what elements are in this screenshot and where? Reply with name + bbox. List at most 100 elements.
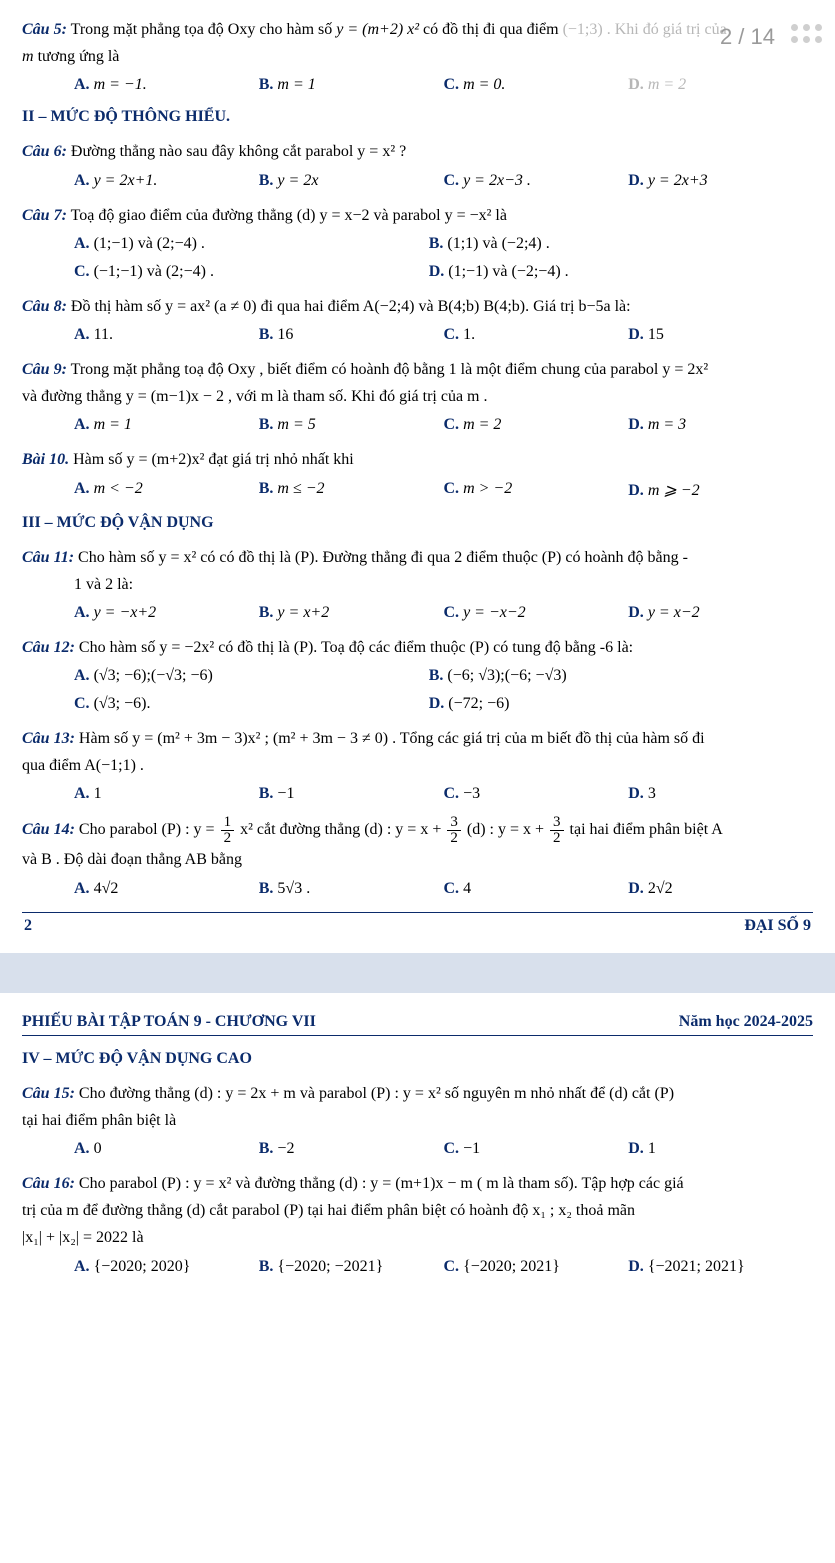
q13-opt-d: D. 3 [628,785,813,803]
q11-a-text: y = −x+2 [94,604,157,621]
q15-line1: Cho đường thẳng (d) : y = 2x + m và para… [79,1085,674,1102]
q14-a-text: 4√2 [94,880,119,897]
question-10: Bài 10. Hàm số y = (m+2)x² đạt giá trị n… [22,446,813,473]
q7-opt-a: A. (1;−1) và (2;−4) . [74,235,429,253]
q14-t3: (d) : y = x + [467,822,548,839]
footer-row: 2 ĐẠI SỐ 9 [22,917,813,953]
q11-c-text: y = −x−2 [463,604,526,621]
q7-options-row2: C. (−1;−1) và (2;−4) . D. (1;−1) và (−2;… [22,263,813,281]
q16-line2: trị của m để đường thẳng (d) cắt parabol… [22,1202,635,1219]
q14-c-text: 4 [463,880,471,897]
q16-b-text: {−2020; −2021} [277,1258,383,1275]
q8-opt-d: D. 15 [628,326,813,344]
q5-text-3: . Khi đó giá trị của [607,21,727,38]
q5-opt-d: D. m = 2 [628,76,813,94]
question-6: Câu 6: Đường thẳng nào sau đây không cắt… [22,138,813,165]
q16-opt-c: C. {−2020; 2021} [444,1258,629,1276]
q15-options: A. 0 B. −2 C. −1 D. 1 [22,1140,813,1158]
q7-b-text: (1;1) và (−2;4) . [447,235,549,252]
question-14: Câu 14: Cho parabol (P) : y = 12 x² cắt … [22,815,813,873]
page-2-content: PHIẾU BÀI TẬP TOÁN 9 - CHƯƠNG VII Năm họ… [0,993,835,1296]
q15-label: Câu 15: [22,1085,75,1102]
q5-label: Câu 5: [22,21,67,38]
q10-d-text: m ⩾ −2 [648,482,700,499]
q9-opt-c: C. m = 2 [444,416,629,434]
q10-b-text: m ≤ −2 [277,480,324,497]
q11-b-text: y = x+2 [277,604,329,621]
header-right: Năm học 2024-2025 [679,1013,813,1031]
q7-label: Câu 7: [22,207,67,224]
q8-text: Đồ thị hàm số y = ax² (a ≠ 0) đi qua hai… [71,298,631,315]
question-9: Câu 9: Trong mặt phẳng toạ độ Oxy , biết… [22,356,813,410]
q6-options: A. y = 2x+1. B. y = 2x C. y = 2x−3 . D. … [22,172,813,190]
q16-opt-b: B. {−2020; −2021} [259,1258,444,1276]
q9-opt-b: B. m = 5 [259,416,444,434]
question-7: Câu 7: Toạ độ giao điểm của đường thẳng … [22,202,813,229]
page-gap [0,953,835,993]
q6-a-text: y = 2x+1. [94,172,158,189]
q6-opt-d: D. y = 2x+3 [628,172,813,190]
q10-opt-c: C. m > −2 [444,480,629,500]
q14-t2: x² cắt đường thẳng (d) : y = x + [240,822,445,839]
q6-opt-a: A. y = 2x+1. [74,172,259,190]
q12-opt-c: C. (√3; −6). [74,695,429,713]
section-3-title: III – MỨC ĐỘ VẬN DỤNG [22,514,813,532]
q9-c-text: m = 2 [463,416,501,433]
q11-opt-a: A. y = −x+2 [74,604,259,622]
q14-t1: Cho parabol (P) : y = [79,822,219,839]
q6-text: Đường thẳng nào sau đây không cắt parabo… [71,143,406,160]
q9-a-text: m = 1 [94,416,132,433]
footer-rule [22,912,813,913]
q11-line2: 1 và 2 là: [22,571,813,598]
q6-label: Câu 6: [22,143,67,160]
q16-opt-a: A. {−2020; 2020} [74,1258,259,1276]
q12-opt-a: A. (√3; −6);(−√3; −6) [74,667,429,685]
q12-b-text: (−6; √3);(−6; −√3) [447,667,566,684]
q14-frac1: 12 [221,815,235,846]
q13-c-text: −3 [463,785,480,802]
q15-opt-c: C. −1 [444,1140,629,1158]
q9-opt-d: D. m = 3 [628,416,813,434]
q13-d-text: 3 [648,785,656,802]
q5-text-1: Trong mặt phẳng tọa độ Oxy cho hàm số [71,21,337,38]
q7-options-row1: A. (1;−1) và (2;−4) . B. (1;1) và (−2;4)… [22,235,813,253]
q10-opt-b: B. m ≤ −2 [259,480,444,500]
q9-line2: và đường thẳng y = (m−1)x − 2 , với m là… [22,388,487,405]
q14-d-text: 2√2 [648,880,673,897]
q15-opt-d: D. 1 [628,1140,813,1158]
q14-opt-c: C. 4 [444,880,629,898]
q7-opt-c: C. (−1;−1) và (2;−4) . [74,263,429,281]
q8-c-text: 1. [463,326,475,343]
q16-label: Câu 16: [22,1175,75,1192]
question-11: Câu 11: Cho hàm số y = x² có có đồ thị l… [22,544,813,571]
q16-opt-d: D. {−2021; 2021} [628,1258,813,1276]
q5-text-2: có đồ thị đi qua điểm [423,21,563,38]
q11-line1: Cho hàm số y = x² có có đồ thị là (P). Đ… [78,549,688,566]
q9-line1: Trong mặt phẳng toạ độ Oxy , biết điểm c… [71,361,709,378]
q14-b-text: 5√3 . [277,880,310,897]
q6-c-text: y = 2x−3 . [463,172,531,189]
question-15: Câu 15: Cho đường thẳng (d) : y = 2x + m… [22,1080,813,1134]
q12-c-text: (√3; −6). [94,695,151,712]
menu-dots-icon[interactable] [791,24,823,44]
q7-text: Toạ độ giao điểm của đường thẳng (d) y =… [71,207,507,224]
question-13: Câu 13: Hàm số y = (m² + 3m − 3)x² ; (m²… [22,725,813,779]
q7-d-text: (1;−1) và (−2;−4) . [448,263,568,280]
q16-options: A. {−2020; 2020} B. {−2020; −2021} C. {−… [22,1258,813,1276]
q14-opt-d: D. 2√2 [628,880,813,898]
q15-opt-b: B. −2 [259,1140,444,1158]
q11-opt-d: D. y = x−2 [628,604,813,622]
q5-line2: tương ứng là [38,48,120,65]
section-2-title: II – MỨC ĐỘ THÔNG HIỂU. [22,108,813,126]
q13-label: Câu 13: [22,730,75,747]
q12-d-text: (−72; −6) [448,695,509,712]
q10-opt-a: A. m < −2 [74,480,259,500]
q7-a-text: (1;−1) và (2;−4) . [94,235,205,252]
q16-line1: Cho parabol (P) : y = x² và đường thẳng … [79,1175,684,1192]
q11-opt-b: B. y = x+2 [259,604,444,622]
q5-d-text: m = 2 [648,76,686,93]
q5-m: m [22,48,34,65]
q11-opt-c: C. y = −x−2 [444,604,629,622]
q8-opt-b: B. 16 [259,326,444,344]
q13-options: A. 1 B. −1 C. −3 D. 3 [22,785,813,803]
